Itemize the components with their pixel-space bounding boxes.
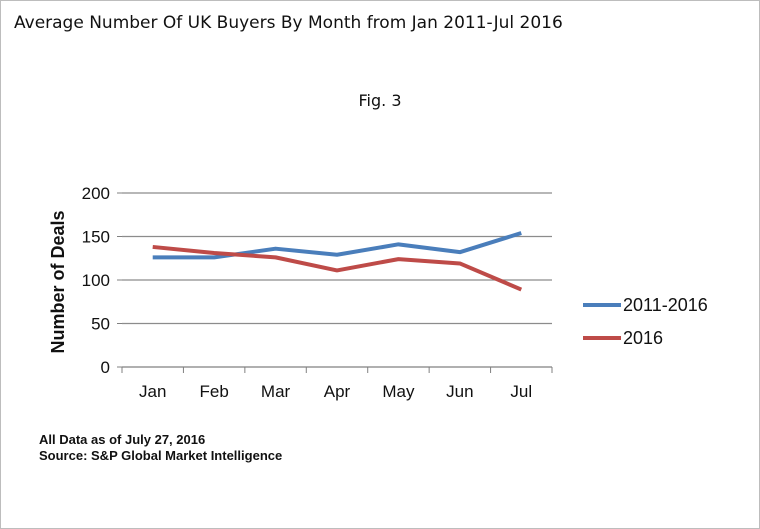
y-tick-label: 100 xyxy=(82,271,110,290)
y-tick-label: 150 xyxy=(82,228,110,247)
chart-title: Average Number Of UK Buyers By Month fro… xyxy=(14,13,563,33)
x-tick-labels: Jan Feb Mar Apr May Jun Jul xyxy=(139,382,532,401)
x-tick-label: May xyxy=(382,382,415,401)
y-tick-label: 50 xyxy=(91,315,110,334)
gridlines xyxy=(117,192,553,373)
date-note: All Data as of July 27, 2016 xyxy=(39,432,206,447)
x-tick-label: Apr xyxy=(324,382,351,401)
y-tick-label: 200 xyxy=(82,184,110,203)
x-tick-label: Jan xyxy=(139,382,166,401)
series-lines xyxy=(152,231,523,292)
series-line-2016 xyxy=(152,244,523,292)
x-tick-label: Mar xyxy=(261,382,291,401)
x-tick-label: Jul xyxy=(510,382,532,401)
x-tick-label: Jun xyxy=(446,382,473,401)
figure-label: Fig. 3 xyxy=(358,91,402,110)
legend-label: 2016 xyxy=(623,328,663,348)
series-line-2011-2016 xyxy=(152,231,522,260)
legend: 2011-2016 2016 xyxy=(583,295,708,348)
y-axis-label: Number of Deals xyxy=(48,210,68,353)
legend-label: 2011-2016 xyxy=(623,295,708,315)
y-tick-labels: 0 50 100 150 200 xyxy=(82,184,110,377)
source-note: Source: S&P Global Market Intelligence xyxy=(39,448,283,463)
y-tick-label: 0 xyxy=(101,358,110,377)
x-tick-label: Feb xyxy=(199,382,228,401)
